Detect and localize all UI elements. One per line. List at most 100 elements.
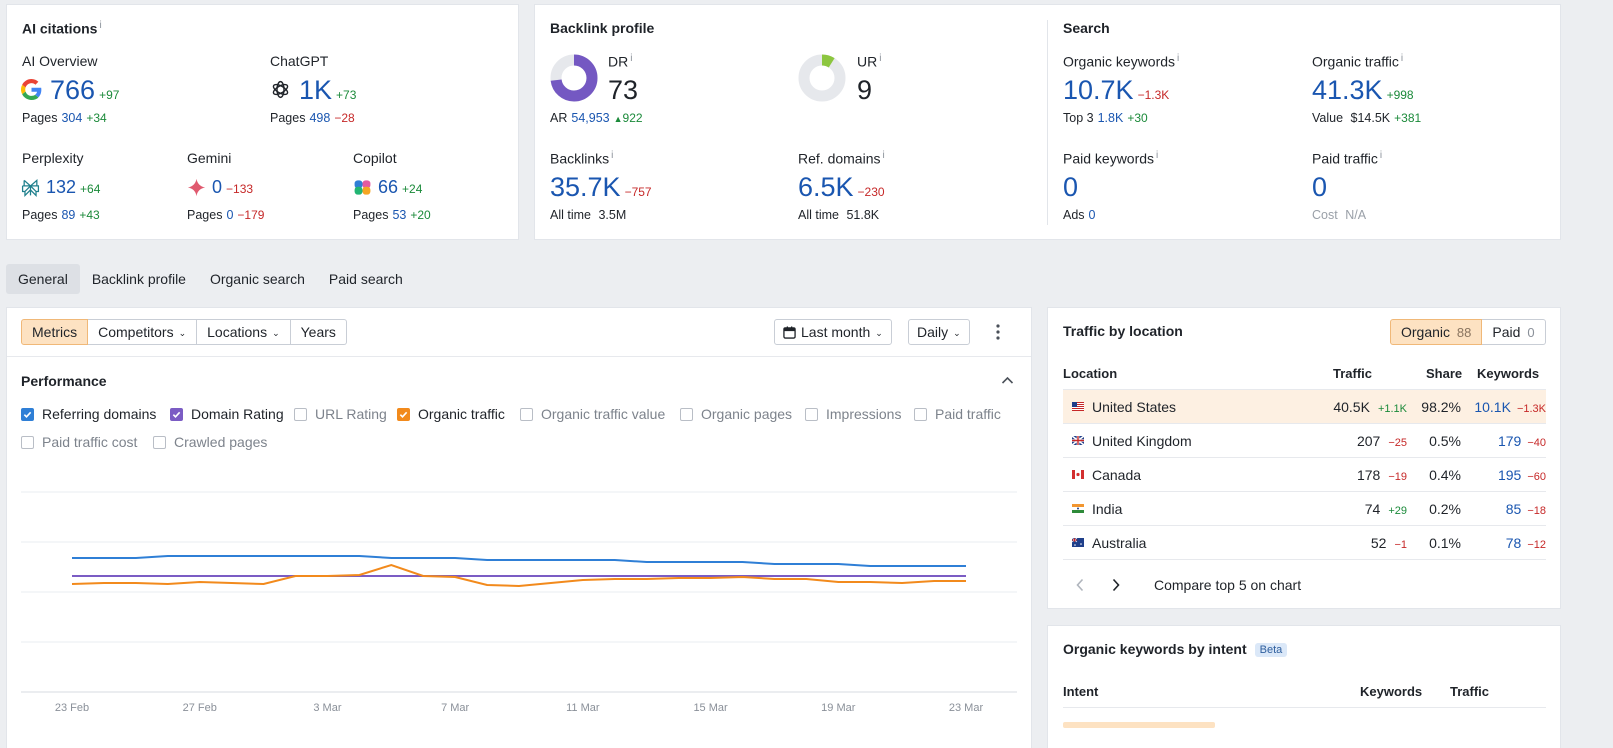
tab-backlink-profile[interactable]: Backlink profile bbox=[91, 271, 186, 287]
ur-donut-icon bbox=[798, 54, 846, 102]
checkbox-label: Domain Rating bbox=[191, 406, 284, 422]
keywords-value[interactable]: 195 −60 bbox=[1497, 467, 1546, 483]
checkbox-paid-traffic-cost[interactable]: Paid traffic cost bbox=[21, 434, 137, 450]
series-line-organic-traffic bbox=[71, 563, 966, 588]
flag-icon bbox=[1072, 504, 1084, 513]
organic-toggle[interactable]: Organic 88 bbox=[1390, 319, 1483, 345]
x-tick-label: 7 Mar bbox=[441, 702, 470, 714]
country-name[interactable]: Canada bbox=[1092, 467, 1142, 483]
tab-general[interactable]: General bbox=[6, 264, 80, 294]
checkbox-label: Crawled pages bbox=[174, 434, 268, 450]
checkbox-impressions[interactable]: Impressions bbox=[805, 406, 901, 422]
keywords-value[interactable]: 10.1K −1.3K bbox=[1474, 399, 1546, 415]
collapse-chevron-icon[interactable] bbox=[1001, 375, 1014, 385]
organic-traffic-value[interactable]: 41.3K +998 bbox=[1312, 75, 1414, 105]
checkbox-label: URL Rating bbox=[315, 406, 387, 422]
ref-domains-value[interactable]: 6.5K −230 bbox=[798, 172, 885, 202]
checkbox-url-rating[interactable]: URL Rating bbox=[294, 406, 387, 422]
paid-toggle[interactable]: Paid 0 bbox=[1482, 319, 1546, 345]
checkbox-organic-traffic-value[interactable]: Organic traffic value bbox=[520, 406, 665, 422]
table-row[interactable]: Canada 178 −19 0.4% 195 −60 bbox=[1063, 458, 1546, 492]
share-value: 0.1% bbox=[1429, 535, 1461, 551]
checked-icon bbox=[170, 407, 183, 421]
traffic-value: 40.5K +1.1K bbox=[1333, 399, 1407, 415]
section-divider bbox=[1047, 20, 1048, 225]
chatgpt-value[interactable]: 1K +73 bbox=[299, 75, 357, 105]
ai-overview-label: AI Overview bbox=[22, 53, 98, 69]
table-row[interactable]: Australia 52 −1 0.1% 78 −12 bbox=[1063, 526, 1546, 560]
flag-icon bbox=[1072, 470, 1084, 479]
traffic-value: 74 +29 bbox=[1364, 501, 1407, 517]
share-value: 0.2% bbox=[1429, 501, 1461, 517]
cost-row: Cost N/A bbox=[1312, 208, 1367, 222]
x-tick-label: 11 Mar bbox=[566, 702, 600, 714]
chevron-right-icon[interactable] bbox=[1111, 578, 1121, 592]
country-name[interactable]: Australia bbox=[1092, 535, 1147, 551]
organic-keywords-value[interactable]: 10.7K −1.3K bbox=[1063, 75, 1170, 105]
locations-dropdown[interactable]: Locations ⌄ bbox=[197, 319, 291, 345]
country-name[interactable]: India bbox=[1092, 501, 1123, 517]
ur-value[interactable]: 9 bbox=[857, 75, 873, 105]
metrics-button[interactable]: Metrics bbox=[21, 319, 89, 345]
table-row[interactable]: India 74 +29 0.2% 85 −18 bbox=[1063, 492, 1546, 526]
col-traffic[interactable]: Traffic bbox=[1333, 366, 1373, 381]
dr-value[interactable]: 73 bbox=[608, 75, 639, 105]
x-tick-label: 19 Mar bbox=[821, 702, 856, 714]
performance-chart bbox=[21, 491, 1017, 693]
country-name[interactable]: United States bbox=[1092, 399, 1177, 415]
checkbox-label: Paid traffic cost bbox=[42, 434, 138, 450]
ar-row: AR 54,953 ▲922 bbox=[550, 111, 643, 125]
col-intent-traffic[interactable]: Traffic bbox=[1450, 684, 1490, 699]
table-row[interactable]: United States 40.5K +1.1K 98.2% 10.1K −1.3K bbox=[1063, 390, 1546, 424]
checkbox-label: Paid traffic bbox=[935, 406, 1001, 422]
checkbox-label: Organic pages bbox=[701, 406, 793, 422]
checkbox-paid-traffic[interactable]: Paid traffic bbox=[914, 406, 1001, 422]
col-keywords[interactable]: Keywords bbox=[1477, 366, 1540, 381]
unchecked-icon bbox=[680, 407, 693, 421]
compare-top5-link[interactable]: Compare top 5 on chart bbox=[1154, 577, 1302, 593]
backlinks-alltime: All time 3.5M bbox=[550, 208, 627, 222]
paid-traffic-value[interactable]: 0 bbox=[1312, 172, 1328, 202]
granularity-dropdown[interactable]: Daily ⌄ bbox=[908, 319, 970, 345]
chevron-left-icon[interactable] bbox=[1075, 578, 1085, 592]
copilot-value[interactable]: 66 +24 bbox=[378, 177, 423, 197]
more-options-icon[interactable] bbox=[993, 323, 1003, 341]
info-icon[interactable]: i bbox=[99, 20, 102, 31]
calendar-icon bbox=[783, 326, 796, 339]
competitors-dropdown[interactable]: Competitors ⌄ bbox=[88, 319, 198, 345]
tab-paid-search[interactable]: Paid search bbox=[328, 271, 403, 287]
keywords-value[interactable]: 179 −40 bbox=[1497, 433, 1546, 449]
period-dropdown[interactable]: Last month ⌄ bbox=[774, 319, 892, 345]
section-tabs: General Backlink profile Organic search … bbox=[6, 264, 415, 294]
flag-icon bbox=[1072, 402, 1084, 411]
gemini-value[interactable]: 0 −133 bbox=[212, 177, 254, 197]
metrics-toolbar: Metrics Competitors ⌄ Locations ⌄ Years bbox=[21, 319, 347, 345]
paid-keywords-label: Paid keywords i bbox=[1063, 150, 1159, 167]
checkbox-crawled-pages[interactable]: Crawled pages bbox=[153, 434, 267, 450]
col-share[interactable]: Share bbox=[1426, 366, 1463, 381]
paid-keywords-value[interactable]: 0 bbox=[1063, 172, 1079, 202]
checkbox-referring-domains[interactable]: Referring domains bbox=[21, 406, 156, 422]
keywords-value[interactable]: 85 −18 bbox=[1505, 501, 1546, 517]
years-button[interactable]: Years bbox=[290, 319, 347, 345]
google-icon bbox=[21, 79, 42, 100]
perplexity-value[interactable]: 132 +64 bbox=[46, 177, 101, 197]
backlinks-value[interactable]: 35.7K −757 bbox=[550, 172, 652, 202]
ur-label: UR i bbox=[857, 53, 882, 70]
tab-organic-search[interactable]: Organic search bbox=[209, 271, 305, 287]
x-tick-label: 23 Feb bbox=[54, 702, 90, 714]
checkbox-domain-rating[interactable]: Domain Rating bbox=[170, 406, 284, 422]
ai-overview-value[interactable]: 766 +97 bbox=[50, 75, 120, 105]
x-tick-label: 23 Mar bbox=[948, 702, 984, 714]
gemini-pages: Pages 0 −179 bbox=[187, 208, 265, 222]
country-name[interactable]: United Kingdom bbox=[1092, 433, 1192, 449]
keywords-value[interactable]: 78 −12 bbox=[1505, 535, 1546, 551]
unchecked-icon bbox=[153, 435, 166, 449]
table-row[interactable]: United Kingdom 207 −25 0.5% 179 −40 bbox=[1063, 424, 1546, 458]
checkbox-label: Referring domains bbox=[42, 406, 157, 422]
toolbar-divider bbox=[7, 356, 1031, 357]
checkbox-organic-traffic[interactable]: Organic traffic bbox=[397, 406, 505, 422]
unchecked-icon bbox=[21, 435, 34, 449]
checkbox-organic-pages[interactable]: Organic pages bbox=[680, 406, 792, 422]
col-intent-keywords[interactable]: Keywords bbox=[1360, 684, 1423, 699]
